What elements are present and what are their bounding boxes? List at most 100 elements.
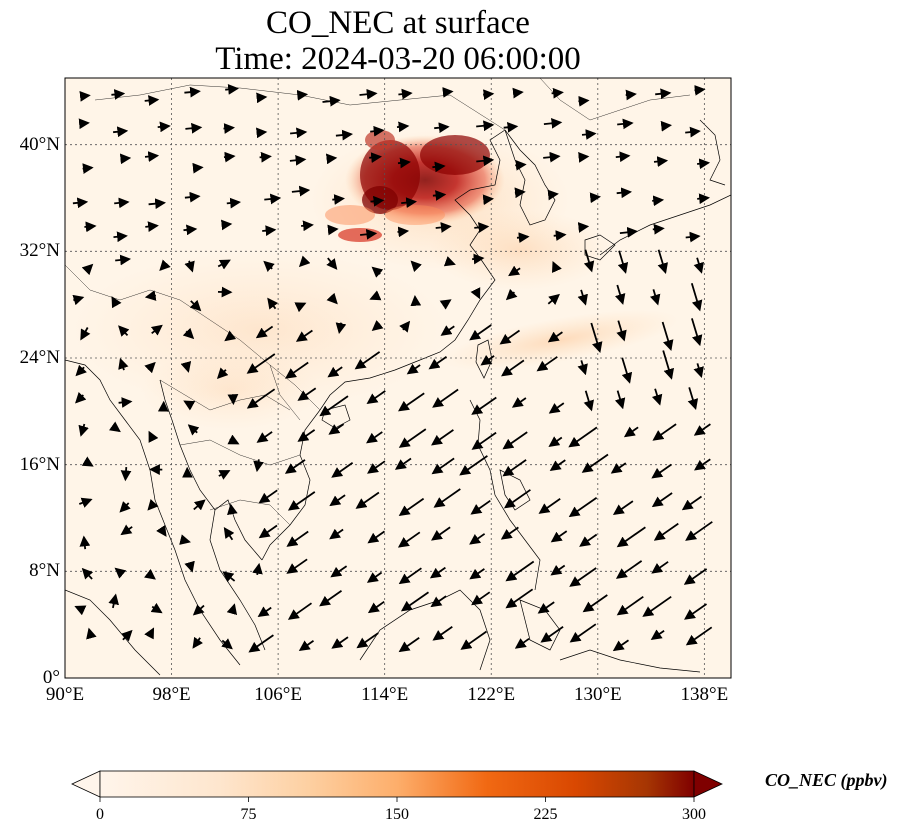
wind-arrow: [72, 294, 85, 306]
wind-arrow: [356, 632, 379, 649]
wind-arrow: [287, 602, 313, 620]
wind-arrow: [398, 567, 422, 585]
wind-arrow: [547, 189, 559, 201]
wind-arrow: [325, 153, 338, 165]
wind-arrow: [616, 595, 644, 616]
wind-arrow: [298, 255, 311, 268]
wind-arrow: [179, 534, 191, 545]
wind-arrow: [616, 320, 627, 342]
wind-arrow: [410, 260, 422, 273]
wind-arrow: [469, 533, 486, 545]
wind-arrow: [319, 590, 343, 607]
map-frame: [64, 77, 732, 679]
wind-arrow: [81, 263, 94, 276]
lon-tick-label: 90°E: [45, 684, 85, 705]
wind-arrow: [660, 120, 672, 132]
wind-arrow: [144, 568, 156, 580]
wind-arrow: [577, 360, 588, 376]
wind-arrow: [431, 526, 451, 541]
wind-arrow: [263, 260, 275, 272]
colorbar-tick-label: 225: [533, 806, 558, 823]
wind-arrow: [330, 565, 348, 578]
wind-arrow: [651, 492, 673, 508]
wind-arrow: [548, 436, 563, 447]
wind-arrow: [371, 266, 384, 278]
wind-arrow: [144, 151, 160, 162]
wind-arrow: [253, 459, 264, 473]
wind-arrow: [514, 637, 530, 649]
wind-arrow: [651, 463, 672, 479]
lon-tick-label: 106°E: [254, 684, 302, 705]
wind-arrow: [189, 299, 202, 312]
wind-arrow: [118, 357, 129, 371]
wind-arrow: [653, 156, 669, 167]
wind-arrow: [75, 391, 87, 404]
wind-arrow: [193, 499, 206, 511]
plume-soft-indochina: [140, 350, 320, 430]
wind-arrow: [108, 593, 119, 609]
wind-arrow: [398, 428, 427, 448]
wind-arrow: [691, 318, 703, 347]
wind-arrow: [642, 595, 672, 617]
wind-arrow: [296, 89, 309, 101]
wind-arrow: [617, 250, 629, 274]
wind-arrow: [694, 84, 706, 96]
wind-arrow: [329, 528, 344, 540]
wind-arrow: [327, 366, 343, 378]
wind-arrow: [180, 360, 192, 373]
wind-arrow: [652, 423, 677, 441]
wind-arrow: [581, 453, 609, 473]
wind-arrow: [144, 290, 157, 301]
wind-arrow: [578, 152, 590, 163]
wind-arrow: [432, 626, 453, 641]
wind-arrow: [514, 187, 526, 199]
wind-arrow: [651, 388, 663, 406]
wind-arrow: [697, 193, 710, 205]
wind-arrow: [223, 527, 235, 541]
wind-arrow: [439, 299, 452, 310]
wind-arrow: [78, 118, 90, 130]
wind-arrow: [248, 634, 274, 653]
wind-arrow: [649, 289, 661, 306]
wind-arrow: [225, 84, 239, 95]
wind-arrow: [120, 524, 133, 536]
wind-arrow: [470, 287, 481, 300]
wind-arrow: [246, 353, 276, 374]
wind-arrow: [396, 121, 410, 133]
wind-arrow: [297, 387, 317, 401]
wind-arrow: [540, 626, 564, 643]
wind-arrow: [144, 95, 160, 106]
wind-arrow: [440, 325, 455, 336]
wind-arrow: [221, 638, 233, 650]
wind-arrow: [332, 194, 345, 205]
wind-arrow: [431, 429, 454, 446]
wind-arrow: [615, 560, 643, 579]
wind-arrow: [690, 282, 703, 312]
wind-arrow: [400, 591, 430, 612]
wind-arrow: [145, 221, 159, 232]
wind-arrow: [290, 127, 308, 139]
wind-arrow: [75, 364, 87, 377]
wind-arrow: [553, 230, 567, 241]
wind-arrow: [615, 151, 631, 163]
wind-arrow: [255, 325, 274, 339]
wind-arrow: [433, 488, 461, 508]
wind-arrow: [434, 122, 450, 134]
wind-arrow: [289, 154, 307, 166]
wind-arrow: [568, 496, 598, 518]
wind-arrow: [474, 222, 490, 233]
wind-arrow: [652, 223, 665, 235]
wind-arrow: [157, 121, 171, 133]
co-plume-north-china: [325, 130, 505, 242]
wind-arrow: [220, 219, 233, 231]
wind-arrow: [655, 88, 672, 100]
wind-arrow: [568, 426, 598, 448]
wind-arrow: [685, 231, 701, 243]
wind-arrow: [684, 603, 708, 620]
wind-arrow: [442, 87, 454, 98]
wind-arrow: [115, 254, 131, 266]
wind-arrow: [257, 606, 272, 618]
wind-arrow: [355, 491, 380, 509]
wind-arrow: [583, 249, 595, 273]
wind-arrow: [111, 89, 126, 100]
